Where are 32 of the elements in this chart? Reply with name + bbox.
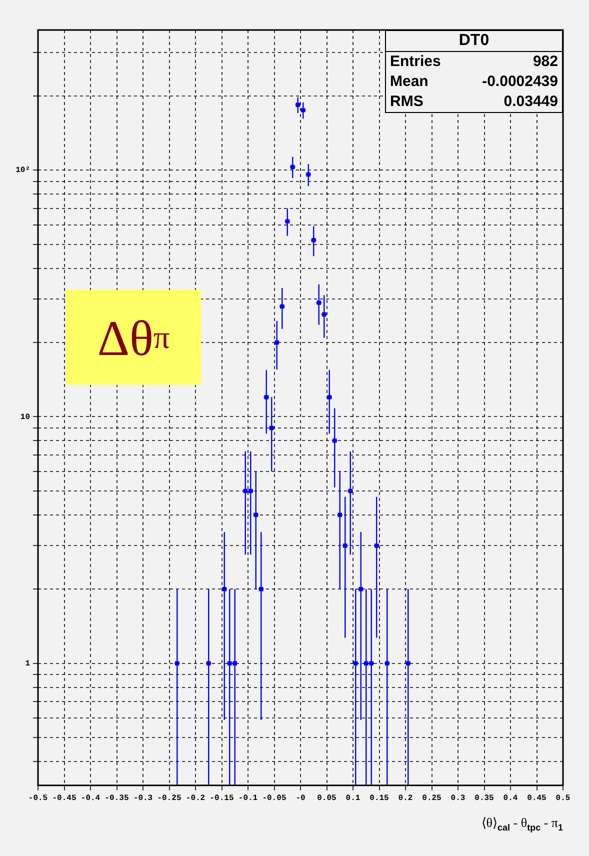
x-tick-label: -0.4 — [80, 794, 100, 804]
x-tick-label: -0.35 — [104, 794, 129, 804]
x-tick-label: -0 — [296, 794, 306, 804]
y-tick-label: 10 — [20, 412, 30, 422]
x-tick-label: 0.1 — [346, 794, 360, 804]
x-tick-label: 0.3 — [450, 794, 466, 804]
x-tick-label: 0.45 — [527, 794, 547, 804]
x-tick-label: 0.15 — [370, 794, 390, 804]
x-tick-label: -0.15 — [210, 794, 234, 804]
x-tick-label: -0.5 — [28, 794, 48, 804]
x-tick-label: 0.05 — [317, 794, 337, 804]
x-tick-label: -0.2 — [186, 794, 206, 804]
y-tick-label: 10² — [16, 166, 30, 176]
x-axis-title: ⟨θ⟩$_{cal}$ - θ$_{tpc}$ - π$_{1}$ — [481, 815, 563, 833]
x-tick-label: -0.3 — [133, 794, 153, 804]
annotation: 0.03449 — [504, 92, 558, 112]
annotation: Mean — [390, 72, 428, 92]
y-tick-label: 1 — [25, 659, 30, 668]
x-tick-label: 0.2 — [398, 794, 413, 804]
x-tick-label: 0.5 — [556, 794, 570, 804]
x-tick-label: -0.05 — [262, 794, 286, 804]
x-tick-label: 0.25 — [422, 794, 442, 804]
x-tick-label: 0.4 — [503, 794, 518, 804]
annotation: 982 — [532, 52, 558, 72]
x-tick-label: -0.1 — [238, 794, 258, 804]
annotation: -0.0002439 — [482, 72, 558, 92]
x-tick-label: 0.35 — [474, 794, 494, 804]
x-tick-label: -0.45 — [52, 794, 76, 804]
annotation: DT0 — [386, 31, 562, 52]
x-tick-label: -0.25 — [157, 794, 182, 804]
annotation: Entries — [390, 52, 441, 72]
annotation: RMS — [390, 92, 424, 112]
